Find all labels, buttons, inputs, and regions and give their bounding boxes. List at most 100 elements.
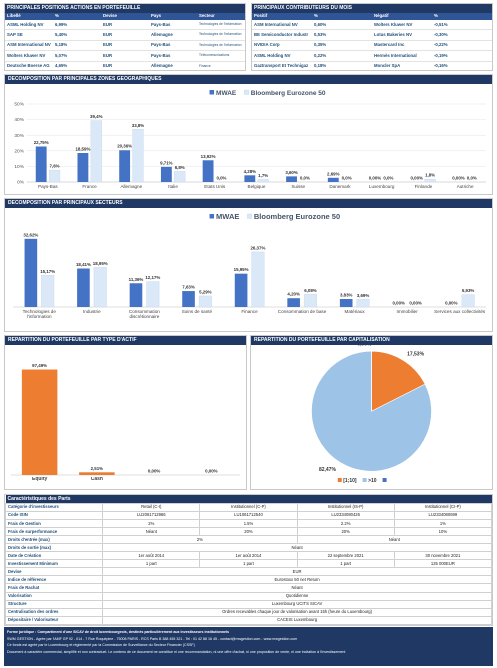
value-label: 0,00% [369,176,382,181]
table-title: PRINCIPALES POSITIONS ACTIONS EN PORTEFE… [5,4,245,13]
table-row: ASML Holding NV 6,99% EUR Pays-Bas Technolog… [5,20,245,31]
table-cell: Deutsche Boerse AG [5,61,53,70]
x-label-box: Autriche [456,184,474,189]
value-label: 0,00% [445,301,458,306]
legend-swatch [247,213,253,219]
table-row: Règlement LivraisonJ+2 [5,623,492,625]
bar [77,268,90,307]
table-cell: Néant [102,527,201,537]
table-cell: 30 novembre 2021 [393,551,492,561]
legend-swatch [382,478,387,482]
value-label: 2,69% [327,171,340,176]
pie-slice [371,350,426,412]
row-label: Droits d'entrée (max) [5,535,104,545]
table-row: ASM International NV 0,60% Wolters Kluwer … [252,20,492,31]
column-header: Négatif [372,13,432,20]
row-label: Catégorie d'investisseurs [5,502,104,513]
column-header: Positif [252,13,312,20]
row-label: Date de Création [5,551,104,561]
table-cell: -0,22% [432,40,492,52]
table-cell: Eurostoxx 50 net Return [102,575,492,585]
bar [202,160,214,182]
table-title: Caractéristiques des Parts [5,495,492,504]
value-label: 82,47% [319,467,337,473]
table-row: Catégorie d'investisseurs Retail (C-I) Ins… [5,502,492,513]
table-cell: Moncler SpA [372,61,432,70]
bar [129,283,143,307]
table-cell: Allemagne [149,29,197,41]
x-tick-label: Suisse [291,184,306,189]
table-cell: LU1061712540 [199,511,298,521]
column-header: % [312,13,372,20]
x-tick-label: Allemagne [120,184,143,189]
value-label: 5,29% [199,289,212,294]
table: PRINCIPAUX CONTRIBUTEURS DU MOIS Positif%… [252,4,492,70]
legend-label: MWAE [216,90,237,97]
row-label: Frais de Rachat [5,583,104,593]
table-cell: Wolters Kluwer NV [5,50,53,62]
x-tick-label: Danemark [329,184,351,189]
table-cell: 5,40% [53,29,101,41]
table-cell: -0,51% [432,20,492,31]
table-cell: Allemagne [149,61,197,70]
legend-label: MWAE [216,212,239,221]
table-cell: 6,99% [53,20,101,31]
value-label: 3,69% [357,293,370,298]
x-tick-label: Finlande [414,184,433,189]
legend-label: Bloomberg Eurozone 50 [254,212,340,221]
bar [41,275,55,308]
y-tick-label: 30% [14,133,24,139]
table-cell: LU2061712966 [102,511,201,521]
x-tick-label: Etats Unis [204,184,226,189]
table-cell: EUR [102,567,492,577]
value-label: 22,75% [34,140,49,145]
table-row: Frais de Gestion 2% 1.5% 2.2% 1% [5,519,492,529]
table-cell: Technologies de l'information [197,40,245,52]
table-cell: EUR [101,50,149,62]
table-cell: CACEIS Luxembourg [102,615,492,625]
x-label-box: Technologies de l'information [23,309,56,319]
bar [182,291,195,307]
value-label: 0,0% [342,176,352,181]
x-tick-label: Services aux collectivités [434,309,486,314]
bar [90,120,102,183]
x-tick-label: Soins de santé [181,309,213,314]
section-title: REPARTITION DU PORTEFEUILLE PAR TYPE D'A… [5,336,246,345]
table-cell: 0,53% [312,29,372,41]
bar [286,176,297,182]
table-row: NVIDIA Corp 0,35% Mastercard Inc -0,22% [252,40,492,52]
x-label-box: Suisse [291,184,306,189]
bar [287,298,300,307]
table-row: Droits de sortie (max) Néant [5,543,492,553]
table-row: BE Semiconductor Industr 0,53% Lotus Baker… [252,29,492,41]
value-label: 4,28% [244,169,257,174]
value-label: 17,53% [407,351,425,357]
x-tick-label: Belgique [247,184,266,189]
chart: 32,62% 15,17% Technologies de l'informatio… [13,212,486,319]
y-tick-label: 50% [14,102,24,108]
value-label: 0,0% [216,176,226,181]
value-label: 26,37% [250,245,265,250]
y-tick-label: 0% [17,180,25,186]
row-label: Indice de référence [5,575,104,585]
chart: 0% 10% 20% 30% 40% 50% 22,75% 7,6% Pays-Bas 18,59… [14,89,486,189]
bar [303,294,317,308]
table-cell: LU2334080699 [393,511,492,521]
value-label: 15,95% [234,267,249,272]
table-cell: Néant [102,583,492,593]
legend-swatch [244,89,249,95]
x-tick-label: Finance [241,309,258,314]
footer-line: Document à caractère commercial, simplif… [7,649,346,654]
table-cell: Finance [197,61,245,70]
x-tick-label: Autriche [456,184,474,189]
bar [77,152,89,182]
value-label: 5,93% [462,288,475,293]
bar [48,169,61,183]
value-label: 33,8% [132,123,145,128]
row-label: Frais de surperformance [5,527,104,537]
value-label: 0,00% [409,301,422,306]
table-cell: Ordres recevables chaque jour de valoris… [102,607,492,617]
legend-label: Bloomberg Eurozone 50 [251,90,326,97]
table-row: Frais de Rachat Néant [5,583,492,593]
bar [251,251,265,308]
